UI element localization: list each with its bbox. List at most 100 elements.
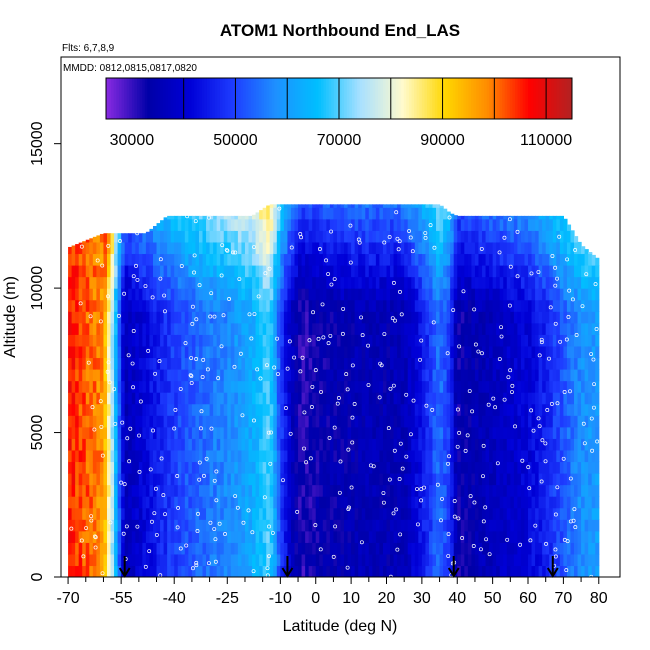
heatmap-cell: [457, 565, 462, 577]
heatmap-cell: [237, 241, 243, 255]
heatmap-cell: [312, 426, 317, 439]
heatmap-cell: [280, 542, 285, 555]
heatmap-cell: [181, 288, 186, 301]
heatmap-cell: [145, 322, 151, 335]
heatmap-cell: [574, 253, 579, 266]
sample-point: [391, 280, 396, 285]
heatmap-cell: [517, 484, 522, 497]
heatmap-cell: [255, 218, 260, 231]
heatmap-cell: [393, 426, 398, 439]
heatmap-cell: [354, 392, 359, 405]
heatmap-cell: [492, 519, 497, 532]
heatmap-cell: [428, 204, 434, 208]
heatmap-cell: [163, 473, 168, 486]
heatmap-cell: [202, 288, 207, 301]
heatmap-cell: [92, 403, 97, 416]
heatmap-cell: [485, 311, 490, 324]
heatmap-cell: [248, 507, 253, 520]
heatmap-cell: [283, 241, 289, 255]
heatmap-cell: [308, 345, 313, 359]
heatmap-cell: [280, 369, 285, 382]
heatmap-cell: [418, 345, 423, 359]
heatmap-cell: [563, 357, 568, 370]
heatmap-cell: [75, 369, 80, 382]
heatmap-cell: [538, 496, 543, 509]
heatmap-cell: [467, 426, 473, 439]
heatmap-cell: [85, 565, 90, 577]
heatmap-cell: [244, 218, 250, 231]
heatmap-cell: [570, 276, 575, 289]
heatmap-cell: [574, 380, 579, 393]
heatmap-cell: [375, 519, 381, 532]
heatmap-cell: [372, 415, 377, 428]
heatmap-cell: [68, 426, 73, 439]
heatmap-cell: [347, 345, 352, 359]
heatmap-cell: [428, 288, 434, 301]
heatmap-cell: [368, 218, 373, 231]
heatmap-cell: [432, 415, 437, 428]
heatmap-cell: [336, 415, 342, 428]
heatmap-cell: [520, 299, 526, 312]
heatmap-cell: [428, 530, 434, 543]
heatmap-cell: [206, 426, 211, 439]
heatmap-cell: [467, 484, 473, 497]
heatmap-cell: [584, 415, 589, 428]
heatmap-cell: [75, 345, 80, 359]
heatmap-cell: [595, 257, 600, 266]
heatmap-cell: [152, 299, 158, 312]
heatmap-cell: [443, 484, 448, 497]
heatmap-cell: [485, 218, 490, 231]
heatmap-cell: [82, 357, 87, 370]
heatmap-cell: [559, 507, 564, 520]
heatmap-cell: [421, 230, 427, 243]
heatmap-cell: [142, 542, 147, 555]
heatmap-cell: [301, 519, 306, 532]
heatmap-cell: [559, 530, 564, 543]
heatmap-cell: [237, 507, 243, 520]
heatmap-cell: [524, 299, 529, 312]
heatmap-cell: [489, 215, 494, 220]
heatmap-cell: [513, 426, 518, 439]
heatmap-cell: [549, 345, 554, 359]
heatmap-cell: [354, 369, 359, 382]
heatmap-cell: [255, 288, 260, 301]
heatmap-cell: [464, 311, 469, 324]
heatmap-cell: [252, 369, 257, 382]
heatmap-cell: [329, 204, 335, 208]
heatmap-cell: [347, 230, 352, 243]
heatmap-cell: [319, 507, 324, 520]
heatmap-cell: [269, 241, 274, 255]
sample-point: [497, 250, 502, 255]
heatmap-cell: [489, 553, 494, 567]
heatmap-cell: [117, 496, 122, 509]
heatmap-cell: [213, 542, 218, 555]
heatmap-cell: [315, 345, 320, 359]
heatmap-cell: [85, 322, 90, 335]
heatmap-cell: [336, 265, 342, 278]
heatmap-cell: [365, 519, 370, 532]
heatmap-cell: [467, 357, 473, 370]
heatmap-cell: [96, 334, 101, 347]
heatmap-cell: [372, 380, 377, 393]
heatmap-cell: [556, 484, 561, 497]
heatmap-cell: [570, 484, 575, 497]
heatmap-cell: [280, 392, 285, 405]
heatmap-cell: [425, 449, 430, 463]
heatmap-cell: [124, 299, 129, 312]
heatmap-cell: [252, 214, 257, 220]
heatmap-cell: [202, 369, 207, 382]
heatmap-cell: [485, 241, 490, 255]
heatmap-cell: [482, 322, 487, 335]
heatmap-cell: [379, 461, 384, 474]
heatmap-cell: [411, 565, 416, 577]
heatmap-cell: [82, 507, 87, 520]
heatmap-cell: [531, 530, 536, 543]
heatmap-cell: [474, 357, 480, 370]
heatmap-cell: [209, 473, 214, 486]
heatmap-cell: [503, 311, 508, 324]
heatmap-cell: [457, 380, 462, 393]
heatmap-cell: [131, 253, 136, 266]
heatmap-cell: [365, 392, 370, 405]
heatmap-cell: [326, 403, 331, 416]
heatmap-cell: [138, 322, 143, 335]
